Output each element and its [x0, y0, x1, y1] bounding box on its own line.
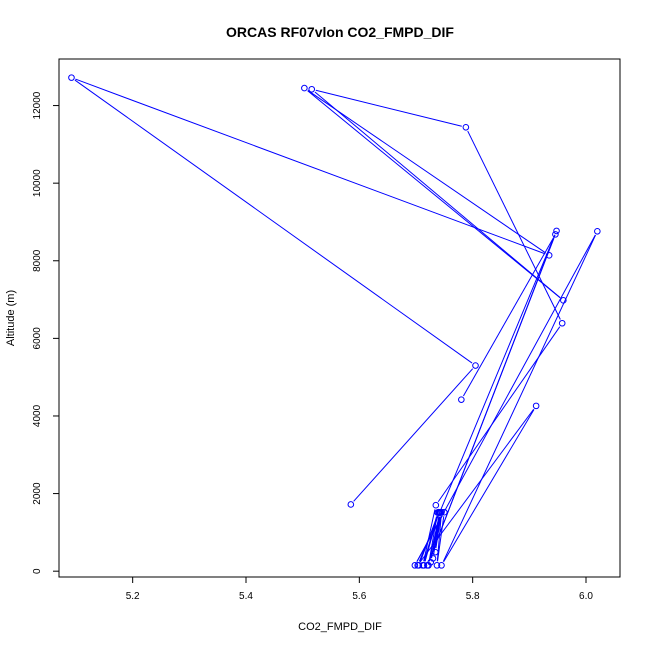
y-tick-label: 4000 — [32, 404, 43, 427]
data-point — [438, 508, 445, 516]
data-point — [433, 562, 441, 569]
y-tick-label: 0 — [32, 568, 43, 574]
series-line-segment — [75, 78, 546, 255]
y-tick-label: 8000 — [32, 249, 43, 272]
series-line-segment — [437, 516, 445, 562]
data-point — [68, 74, 75, 81]
data-point — [432, 501, 440, 509]
series-line-segment — [467, 130, 561, 320]
series-layer — [68, 74, 601, 569]
series-line-segment — [442, 234, 597, 562]
data-point — [441, 508, 448, 516]
series-line-segment — [435, 516, 442, 549]
data-point — [301, 84, 308, 92]
series-line-segment — [307, 90, 561, 299]
x-tick-label: 5.6 — [352, 591, 366, 602]
x-tick-label: 6.0 — [579, 591, 593, 602]
series-line-segment — [315, 89, 462, 127]
x-tick-label: 5.8 — [466, 591, 480, 602]
data-point — [411, 562, 419, 569]
series-line-segment — [462, 237, 554, 397]
data-point — [434, 509, 441, 516]
data-point — [431, 548, 439, 556]
y-axis: 0 2000 4000 6000 8000 10000 12000 — [32, 91, 59, 574]
data-point — [420, 562, 428, 569]
x-axis-label: CO2_FMPD_DIF — [298, 621, 382, 633]
data-point — [532, 402, 540, 410]
series-line-segment — [428, 238, 555, 562]
plot-frame — [58, 58, 621, 578]
data-point — [594, 227, 601, 235]
x-tick-label: 5.2 — [126, 591, 140, 602]
series-line-segment — [74, 79, 473, 364]
y-tick-label: 6000 — [32, 327, 43, 350]
series-line-segment — [416, 234, 596, 562]
data-point — [552, 231, 559, 238]
series-line-segment — [307, 90, 546, 254]
y-tick-label: 12000 — [32, 91, 43, 119]
data-point — [424, 562, 431, 569]
series-line-segment — [443, 409, 535, 563]
data-point — [560, 297, 567, 304]
data-point — [462, 123, 470, 131]
y-axis-label: Altitude (m) — [5, 290, 17, 346]
series-line-segment — [353, 368, 474, 502]
data-point — [458, 396, 465, 403]
chart-title: ORCAS RF07vlon CO2_FMPD_DIF — [226, 24, 454, 40]
data-point — [308, 85, 316, 93]
series-line-segment — [419, 408, 535, 563]
data-point — [414, 562, 422, 569]
x-tick-label: 5.4 — [239, 591, 253, 602]
data-point — [545, 252, 553, 259]
data-point — [429, 555, 437, 562]
series-line-segment — [314, 91, 561, 299]
series-line-segment — [418, 234, 556, 562]
series-line-segment — [437, 326, 561, 503]
y-tick-label: 2000 — [32, 482, 43, 505]
data-point — [438, 562, 445, 569]
data-point — [347, 501, 355, 508]
x-axis: 5.2 5.4 5.6 5.8 6.0 — [126, 577, 593, 602]
y-tick-label: 10000 — [32, 169, 43, 197]
data-point — [472, 362, 479, 369]
data-point — [553, 227, 560, 235]
data-point — [558, 319, 566, 327]
series-line-segment — [423, 509, 436, 562]
